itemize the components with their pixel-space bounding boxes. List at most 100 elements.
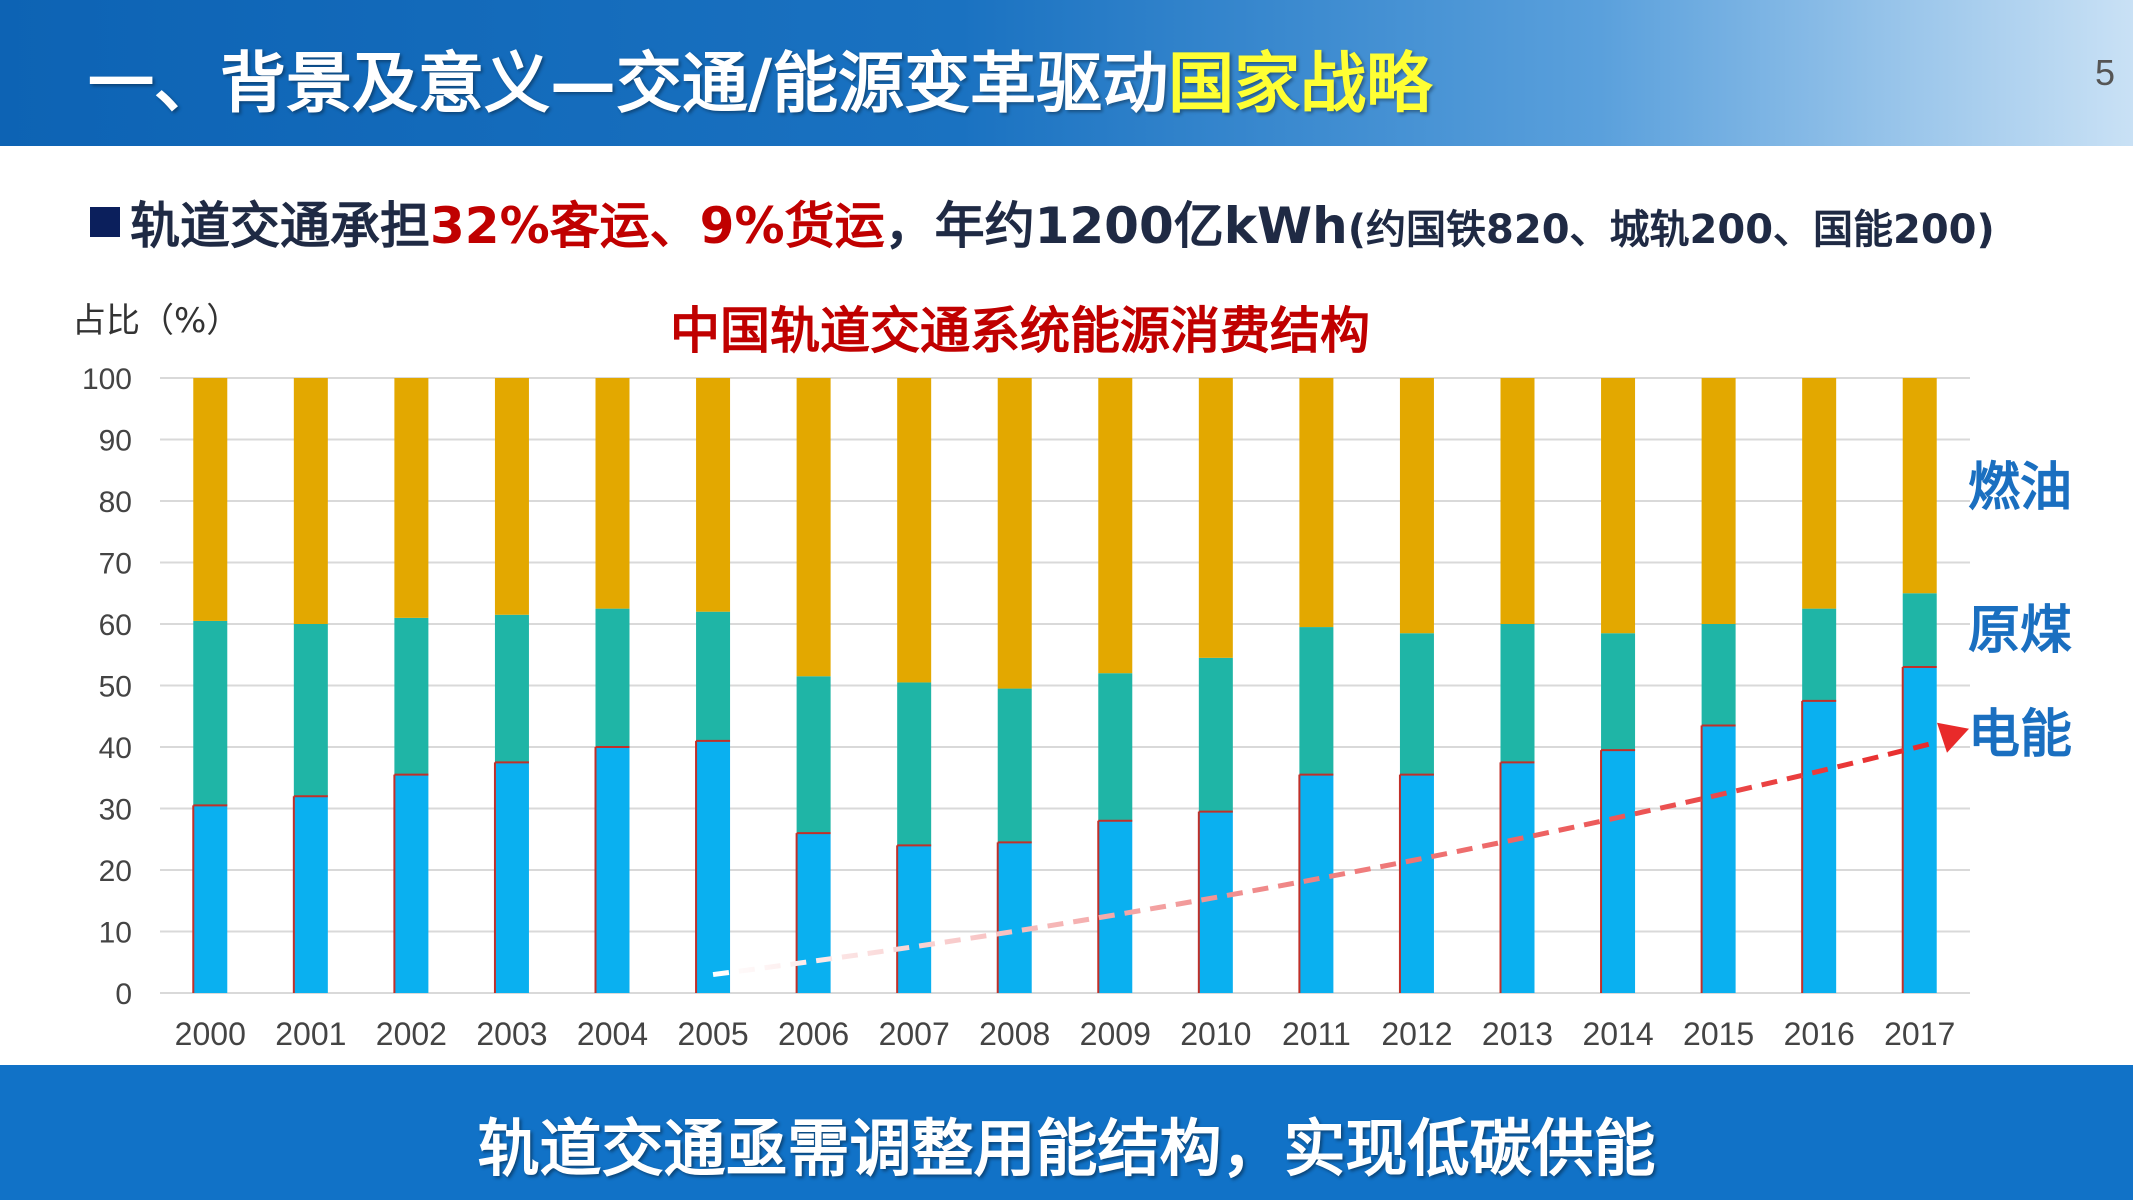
bar-oil-segment bbox=[1198, 378, 1233, 658]
x-tick-label: 2001 bbox=[275, 1016, 346, 1052]
bar-oil-segment bbox=[1500, 378, 1535, 624]
y-tick-labels: 0 10 20 30 40 50 60 70 80 90 100 bbox=[82, 363, 132, 1011]
y-tick-label: 80 bbox=[99, 486, 132, 519]
bar-coal-segment bbox=[1902, 593, 1937, 668]
bar-coal-segment bbox=[796, 676, 831, 834]
bar-oil-segment bbox=[696, 378, 731, 612]
x-tick-label: 2010 bbox=[1180, 1016, 1251, 1052]
x-tick-label: 2006 bbox=[778, 1016, 849, 1052]
bar-electric-segment bbox=[1399, 774, 1434, 993]
x-tick-label: 2008 bbox=[979, 1016, 1050, 1052]
bar-electric-segment bbox=[696, 740, 731, 993]
bar-oil-segment bbox=[1098, 378, 1133, 674]
y-tick-label: 70 bbox=[99, 548, 132, 581]
trend-line bbox=[712, 740, 1936, 978]
bar-oil-segment bbox=[897, 378, 932, 683]
legend-electric: 电能 bbox=[1968, 705, 2072, 765]
bar-oil-segment bbox=[997, 378, 1032, 689]
bar-coal-segment bbox=[897, 682, 932, 846]
bar-coal-segment bbox=[193, 620, 228, 806]
bar-coal-segment bbox=[696, 611, 731, 741]
x-tick-label: 2005 bbox=[677, 1016, 748, 1052]
bar-coal-segment bbox=[1198, 657, 1233, 812]
bar-oil-segment bbox=[293, 378, 328, 624]
y-tick-label: 10 bbox=[99, 917, 132, 950]
y-tick-label: 20 bbox=[99, 855, 132, 888]
bar-coal-segment bbox=[1399, 633, 1434, 775]
chart-title: 中国轨道交通系统能源消费结构 bbox=[670, 302, 1370, 360]
y-axis-label: 占比（%） bbox=[72, 301, 240, 341]
bar-electric-segment bbox=[193, 805, 228, 993]
bar-electric-segment bbox=[796, 833, 831, 993]
footer-bar bbox=[0, 1065, 2133, 1200]
y-tick-label: 0 bbox=[115, 978, 132, 1011]
x-tick-label: 2015 bbox=[1683, 1016, 1754, 1052]
bar-oil-segment bbox=[1701, 378, 1736, 624]
x-tick-label: 2004 bbox=[577, 1016, 648, 1052]
title-highlight: 国家战略 bbox=[1168, 45, 1433, 122]
y-tick-label: 50 bbox=[99, 671, 132, 704]
bar-oil-segment bbox=[1802, 378, 1837, 609]
trend-arrow bbox=[712, 722, 1969, 978]
bar-electric-segment bbox=[1098, 820, 1133, 993]
x-tick-labels: 2000 2001 2002 2003 2004 2005 2006 2007 2008 2009… bbox=[175, 1016, 1956, 1052]
x-tick-label: 2013 bbox=[1482, 1016, 1553, 1052]
bar-coal-segment bbox=[1802, 608, 1837, 701]
summary-seg3: ，年约1200亿kWh bbox=[884, 197, 1348, 255]
bar-electric-segment bbox=[1701, 725, 1736, 993]
bar-coal-segment bbox=[293, 624, 328, 797]
trend-arrowhead-icon bbox=[1937, 722, 1969, 753]
bar-oil-segment bbox=[1601, 378, 1636, 634]
x-tick-label: 2016 bbox=[1784, 1016, 1855, 1052]
bar-coal-segment bbox=[1500, 624, 1535, 763]
legend-oil: 燃油 bbox=[1968, 458, 2072, 518]
bar-coal-segment bbox=[494, 614, 529, 763]
bar-electric-segment bbox=[394, 774, 429, 993]
y-tick-label: 90 bbox=[99, 425, 132, 458]
bar-electric-segment bbox=[595, 747, 630, 993]
bar-coal-segment bbox=[1701, 624, 1736, 726]
bar-oil-segment bbox=[193, 378, 228, 621]
bar-coal-segment bbox=[997, 688, 1032, 843]
x-tick-label: 2009 bbox=[1080, 1016, 1151, 1052]
x-tick-label: 2007 bbox=[879, 1016, 950, 1052]
chart-grid bbox=[160, 377, 1970, 994]
summary-line: 轨道交通承担32%客运、9%货运，年约1200亿kWh(约国铁820、城轨200… bbox=[90, 186, 1995, 258]
bullet-square-icon bbox=[90, 207, 120, 237]
bar-coal-segment bbox=[394, 617, 429, 775]
bar-electric-segment bbox=[1601, 750, 1636, 993]
bar-oil-segment bbox=[1902, 378, 1937, 594]
title-main: 一、背景及意义—交通/能源变革驱动 bbox=[88, 45, 1169, 122]
summary-seg1: 轨道交通承担 bbox=[130, 197, 430, 255]
legend-coal: 原煤 bbox=[1968, 601, 2072, 661]
y-tick-label: 100 bbox=[82, 363, 132, 396]
y-tick-label: 40 bbox=[99, 732, 132, 765]
x-tick-label: 2017 bbox=[1884, 1016, 1955, 1052]
page-number: 5 bbox=[2094, 52, 2115, 93]
x-tick-label: 2011 bbox=[1282, 1016, 1351, 1052]
page-title: 一、背景及意义—交通/能源变革驱动国家战略 bbox=[88, 30, 1432, 126]
summary-seg2: 32%客运、9%货运 bbox=[430, 197, 885, 255]
x-tick-label: 2003 bbox=[476, 1016, 547, 1052]
bar-coal-segment bbox=[1098, 673, 1133, 821]
x-tick-label: 2002 bbox=[376, 1016, 447, 1052]
bar-electric-segment bbox=[1902, 667, 1937, 993]
bar-electric-segment bbox=[897, 845, 932, 993]
y-tick-label: 30 bbox=[99, 794, 132, 827]
bar-electric-segment bbox=[494, 762, 529, 993]
bar-oil-segment bbox=[394, 378, 429, 618]
bar-electric-segment bbox=[997, 842, 1032, 993]
bar-oil-segment bbox=[1399, 378, 1434, 634]
bar-electric-segment bbox=[1299, 774, 1334, 993]
bar-coal-segment bbox=[1601, 633, 1636, 751]
footer-conclusion: 轨道交通亟需调整用能结构，实现低碳供能 bbox=[477, 1112, 1656, 1185]
summary-seg4: (约国铁820、城轨200、国能200) bbox=[1347, 207, 1995, 253]
bar-oil-segment bbox=[595, 378, 630, 609]
chart-bars bbox=[192, 378, 1937, 993]
bar-oil-segment bbox=[796, 378, 831, 677]
x-tick-label: 2014 bbox=[1582, 1016, 1653, 1052]
bar-oil-segment bbox=[494, 378, 529, 615]
bar-coal-segment bbox=[1299, 627, 1334, 775]
bar-electric-segment bbox=[1500, 762, 1535, 993]
